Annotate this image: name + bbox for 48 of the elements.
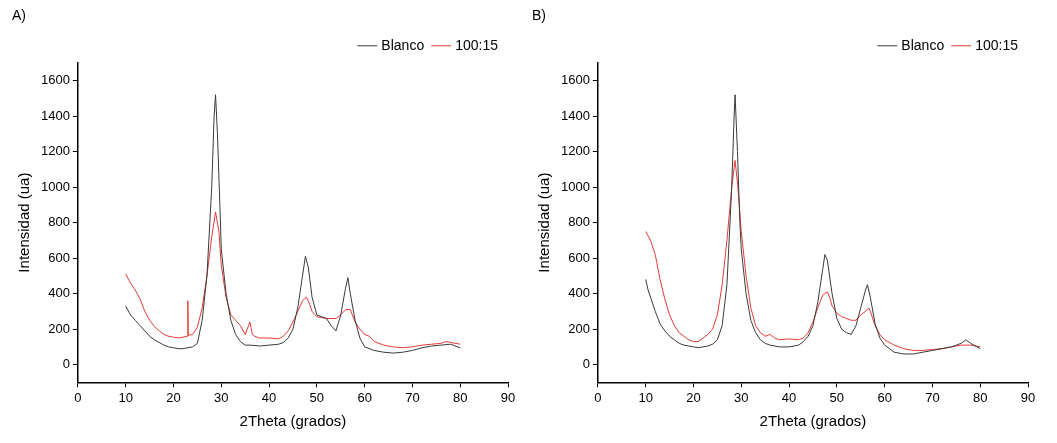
x-tick-label: 20: [686, 389, 701, 405]
x-tick-label: 20: [166, 389, 181, 405]
x-tick-label: 70: [405, 389, 420, 405]
x-tick-label: 50: [829, 389, 845, 405]
y-tick-label: 400: [568, 285, 590, 301]
x-tick-label: 0: [74, 389, 82, 405]
x-tick-label: 70: [925, 389, 940, 405]
x-axis-title: 2Theta (grados): [239, 412, 347, 430]
y-tick-label: 600: [568, 249, 590, 265]
legend-label: 100:15: [455, 36, 499, 53]
chart-title: A): [12, 7, 26, 24]
x-tick-label: 80: [972, 389, 988, 405]
y-tick-label: 800: [48, 214, 70, 230]
x-tick-label: 60: [877, 389, 892, 405]
x-tick-label: 30: [214, 389, 229, 405]
x-tick-label: 10: [638, 389, 653, 405]
legend-label: 100:15: [975, 36, 1019, 53]
y-tick-label: 1400: [561, 107, 590, 123]
x-tick-label: 10: [118, 389, 133, 405]
x-tick-label: 90: [500, 389, 516, 405]
y-tick-label: 1400: [41, 107, 70, 123]
x-tick-label: 50: [309, 389, 325, 405]
legend-label: Blanco: [901, 36, 945, 53]
y-tick-label: 0: [62, 356, 70, 372]
y-axis-title: Intensidad (ua): [535, 172, 553, 273]
y-tick-label: 0: [582, 356, 590, 372]
y-tick-label: 1200: [561, 143, 590, 159]
x-tick-label: 60: [357, 389, 372, 405]
y-tick-label: 200: [568, 320, 590, 336]
x-tick-label: 40: [261, 389, 277, 405]
y-tick-label: 1600: [561, 72, 590, 88]
x-tick-label: 80: [452, 389, 468, 405]
y-tick-label: 800: [568, 214, 590, 230]
x-tick-label: 40: [781, 389, 797, 405]
x-tick-label: 30: [734, 389, 749, 405]
y-axis-title: Intensidad (ua): [15, 172, 33, 273]
chart-title: B): [532, 7, 546, 24]
y-tick-label: 1600: [41, 72, 70, 88]
x-tick-label: 90: [1020, 389, 1036, 405]
y-tick-label: 600: [48, 249, 70, 265]
y-tick-label: 1000: [561, 178, 590, 194]
legend-label: Blanco: [381, 36, 425, 53]
y-tick-label: 1200: [41, 143, 70, 159]
x-axis-title: 2Theta (grados): [759, 412, 867, 430]
x-tick-label: 0: [594, 389, 602, 405]
y-tick-label: 1000: [41, 178, 70, 194]
y-tick-label: 400: [48, 285, 70, 301]
y-tick-label: 200: [48, 320, 70, 336]
